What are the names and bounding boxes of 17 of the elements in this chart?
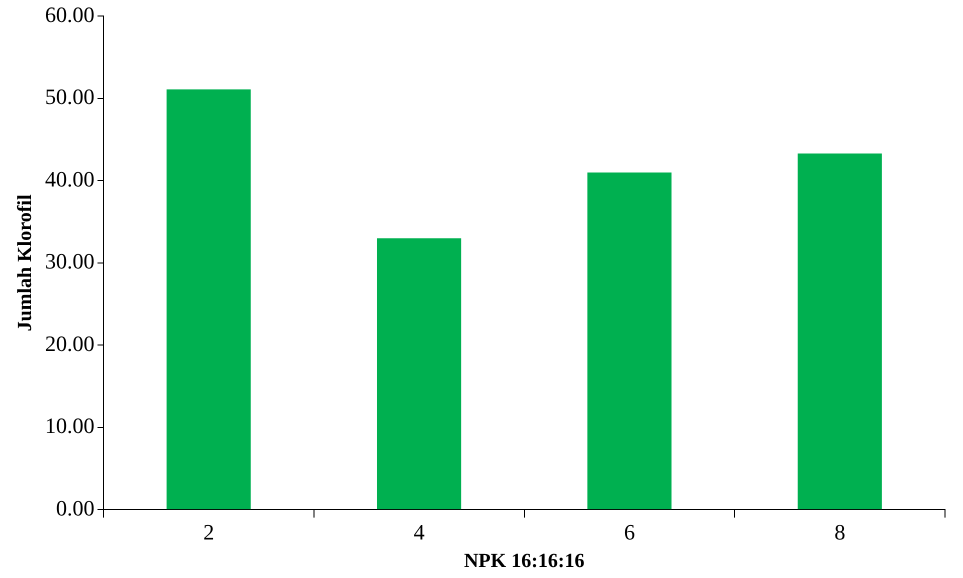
x-tick-label: 2	[203, 520, 214, 545]
bar	[587, 172, 672, 510]
bar	[166, 89, 251, 510]
x-tick-label: 4	[414, 520, 425, 545]
y-tick-label: 50.00	[45, 84, 94, 110]
x-tick-label: 8	[834, 520, 846, 545]
y-tick-label: 60.00	[45, 2, 94, 27]
y-tick-label: 30.00	[45, 248, 94, 274]
y-tick-label: 40.00	[45, 166, 94, 192]
x-axis-title: NPK 16:16:16	[464, 550, 585, 572]
y-tick-label: 10.00	[45, 413, 94, 438]
bar	[376, 238, 462, 510]
x-tick-label: 6	[624, 520, 635, 545]
y-tick-label: 20.00	[45, 330, 94, 356]
y-tick-label: 0.00	[56, 495, 94, 520]
bar	[798, 154, 882, 510]
y-axis-title: Jumlah Klorofil	[14, 194, 36, 332]
